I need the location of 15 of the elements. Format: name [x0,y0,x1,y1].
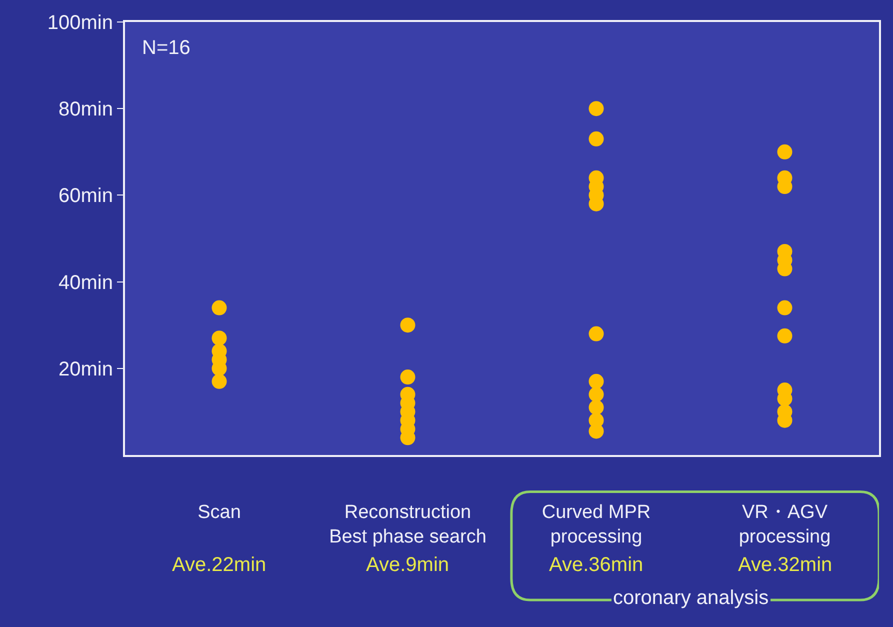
x-tick-label: Reconstruction Best phase search [329,502,486,548]
annotation: N=16 [142,37,190,59]
text: Ave.32min [738,554,832,576]
text: coronary analysis [613,587,769,609]
y-tick-label: 80min [58,98,113,121]
x-tick-label: Scan [198,502,241,523]
y-tick-label: 20min [58,358,113,380]
x-tick-label: Curved MPR processing [542,502,651,548]
y-tick-label: 40min [58,272,113,294]
y-tick-label: 100min [47,12,113,34]
x-tick-label: VR・AGV processing [738,502,831,548]
y-tick-label: 60min [58,185,113,208]
text: Ave.36min [549,554,644,576]
text: Ave.9min [366,554,450,576]
text: Ave.22min [172,554,266,576]
